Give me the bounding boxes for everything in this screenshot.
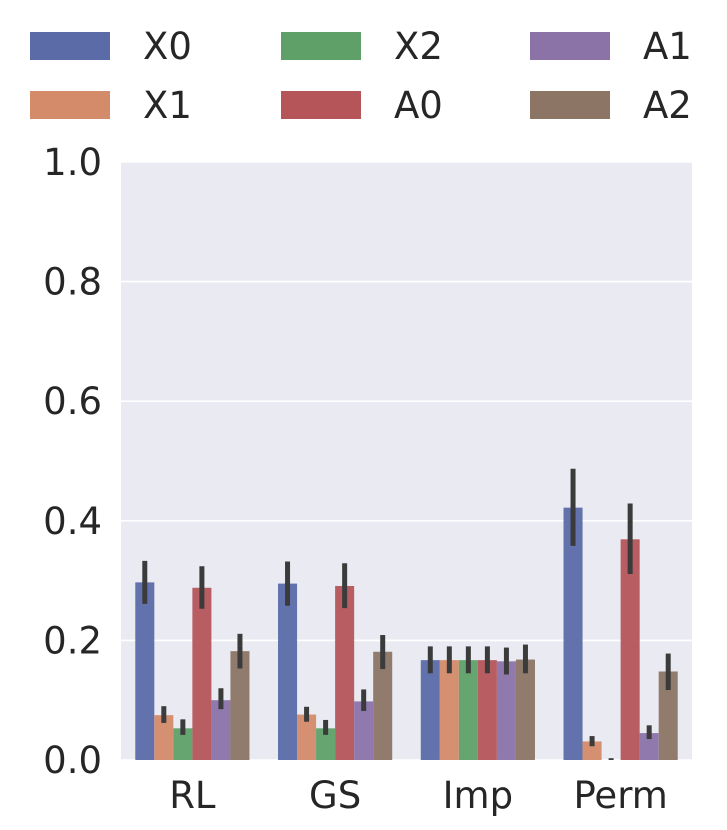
legend-label-x0: X0 xyxy=(143,25,192,68)
bar-x1-imp xyxy=(439,660,459,760)
bar-x0-imp xyxy=(420,660,440,760)
x-tick-label: Perm xyxy=(573,774,667,817)
bar-a1-gs xyxy=(354,701,374,760)
legend-swatch-a1 xyxy=(530,32,610,60)
legend-swatch-x1 xyxy=(30,91,110,119)
bar-x0-gs xyxy=(278,583,298,760)
legend-label-a2: A2 xyxy=(643,84,692,127)
bar-x1-perm xyxy=(582,741,602,760)
y-tick-label: 0.2 xyxy=(43,619,102,662)
bar-x0-rl xyxy=(135,582,155,760)
legend-label-a0: A0 xyxy=(394,84,443,127)
legend-label-x1: X1 xyxy=(143,84,192,127)
bar-x1-rl xyxy=(154,715,174,760)
bar-x2-imp xyxy=(458,660,478,760)
legend-swatch-x0 xyxy=(30,32,110,60)
bar-x2-rl xyxy=(173,728,193,760)
bar-x2-gs xyxy=(316,728,336,760)
bar-a2-imp xyxy=(515,659,535,760)
bar-a1-perm xyxy=(639,733,659,760)
error-bars xyxy=(142,468,671,760)
plot-background xyxy=(121,162,692,760)
y-axis: 0.0 0.2 0.4 0.6 0.8 1.0 xyxy=(43,141,102,782)
bar-a0-rl xyxy=(192,587,212,760)
x-tick-label: GS xyxy=(309,774,361,817)
legend-label-x2: X2 xyxy=(394,25,443,68)
bar-a0-imp xyxy=(477,660,497,760)
x-tick-label: RL xyxy=(169,774,216,817)
legend-label-a1: A1 xyxy=(643,25,692,68)
bar-a2-rl xyxy=(230,651,250,760)
bar-x0-perm xyxy=(563,507,583,760)
legend-swatch-x2 xyxy=(281,32,361,60)
legend: X0 X1 X2 A0 A1 A2 xyxy=(30,25,692,127)
bar-x1-gs xyxy=(297,714,317,760)
y-tick-label: 0.4 xyxy=(43,500,102,543)
y-tick-label: 0.8 xyxy=(43,261,102,304)
bar-a2-perm xyxy=(658,671,678,760)
legend-swatch-a0 xyxy=(281,91,361,119)
bar-a1-rl xyxy=(211,700,231,760)
x-axis: RL GS Imp Perm xyxy=(169,774,668,817)
bar-a2-gs xyxy=(373,651,393,760)
bars xyxy=(135,507,678,760)
y-tick-label: 0.6 xyxy=(43,380,102,423)
bar-a1-imp xyxy=(496,661,516,760)
y-tick-label: 1.0 xyxy=(43,141,102,184)
x-tick-label: Imp xyxy=(443,774,513,817)
legend-swatch-a2 xyxy=(530,91,610,119)
bar-a0-perm xyxy=(620,539,640,760)
y-tick-label: 0.0 xyxy=(43,739,102,782)
bar-a0-gs xyxy=(335,585,355,760)
